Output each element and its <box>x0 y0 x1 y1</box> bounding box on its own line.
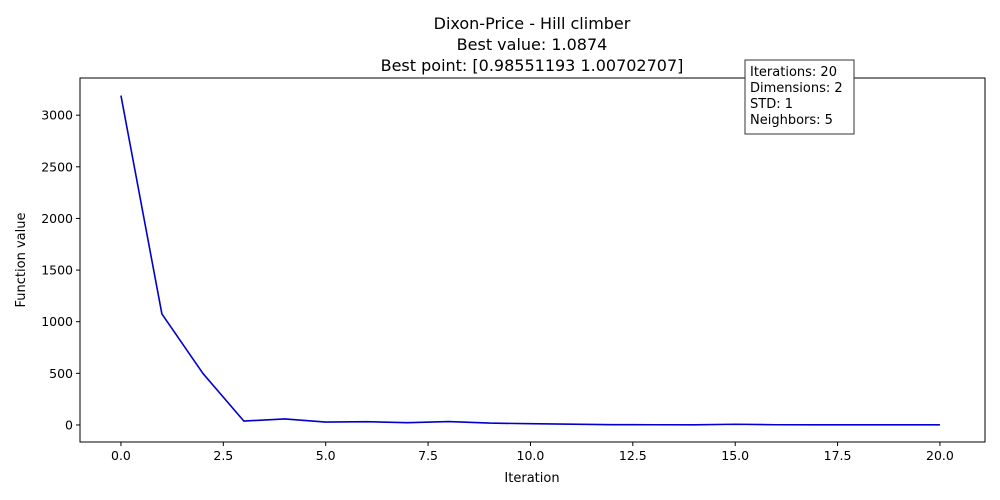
chart-title-line-3: Best point: [0.98551193 1.00702707] <box>381 56 684 75</box>
x-tick-label: 20.0 <box>926 448 954 463</box>
series-line <box>120 95 940 426</box>
y-axis-label: Function value <box>14 213 29 308</box>
y-tick-label: 3000 <box>41 108 73 123</box>
x-tick-label: 5.0 <box>316 448 336 463</box>
x-axis: 0.0 2.5 5.0 7.5 10.0 12.5 15.0 17.5 20.0 <box>111 442 954 463</box>
x-tick-label: 12.5 <box>619 448 647 463</box>
x-tick-label: 10.0 <box>517 448 545 463</box>
y-tick-label: 0 <box>65 417 73 432</box>
y-tick-label: 2500 <box>41 159 73 174</box>
y-tick-label: 500 <box>49 366 73 381</box>
y-tick-label: 1000 <box>41 314 73 329</box>
x-tick-label: 7.5 <box>418 448 438 463</box>
info-box-frame <box>744 59 855 135</box>
info-std: STD: 1 <box>750 97 793 112</box>
chart-title: Dixon-Price - Hill climber Best value: 1… <box>381 14 684 75</box>
x-tick-label: 0.0 <box>111 448 131 463</box>
x-axis-label: Iteration <box>504 471 559 486</box>
x-tick-label: 15.0 <box>721 448 749 463</box>
info-box: Iterations: 20 Dimensions: 2 STD: 1 Neig… <box>744 59 855 135</box>
chart-title-line-1: Dixon-Price - Hill climber <box>434 14 631 33</box>
y-tick-label: 2000 <box>41 211 73 226</box>
info-dimensions: Dimensions: 2 <box>750 81 843 96</box>
series-layer <box>120 95 940 426</box>
x-tick-label: 2.5 <box>213 448 233 463</box>
plot-area-frame <box>79 77 986 443</box>
chart-title-line-2: Best value: 1.0874 <box>457 35 608 54</box>
y-tick-label: 1500 <box>41 263 73 278</box>
y-axis: 0 500 1000 1500 2000 2500 3000 <box>41 108 80 432</box>
info-iterations: Iterations: 20 <box>750 65 837 80</box>
info-neighbors: Neighbors: 5 <box>750 113 833 128</box>
x-tick-label: 17.5 <box>824 448 852 463</box>
